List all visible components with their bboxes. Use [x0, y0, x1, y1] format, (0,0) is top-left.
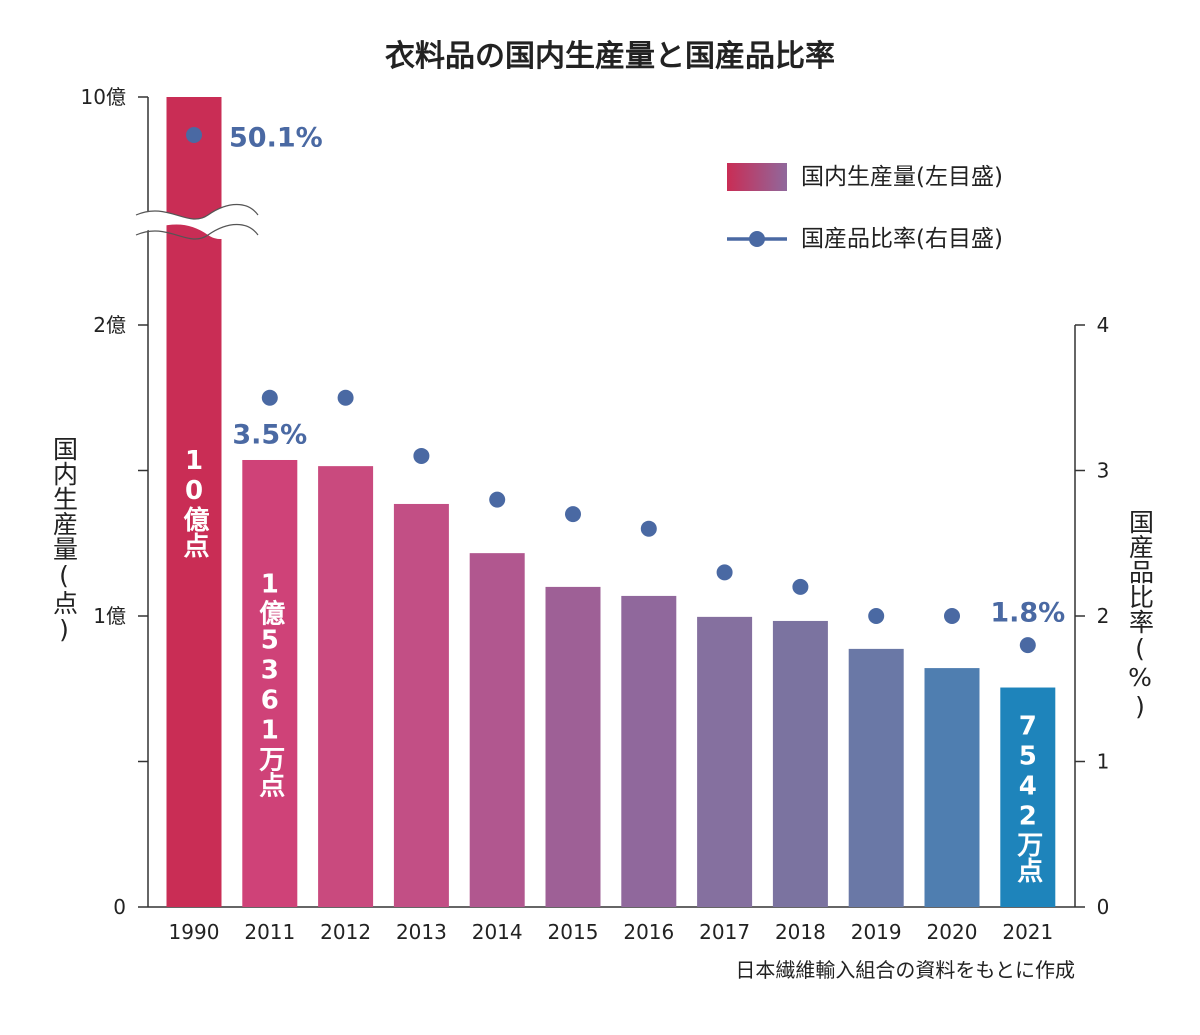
x-tick-label: 2015 [548, 920, 599, 944]
line-point [337, 389, 354, 406]
x-tick-label: 2020 [927, 920, 978, 944]
legend-label: 国産品比率(右目盛) [801, 226, 1003, 252]
line-point [186, 127, 202, 143]
bar [1000, 687, 1056, 907]
bar-value-label: 7542万点 [1013, 711, 1043, 883]
bar [469, 553, 525, 907]
bar [393, 503, 449, 907]
bar [621, 595, 677, 907]
line-point [489, 491, 506, 508]
x-tick-label: 2016 [623, 920, 674, 944]
bar [242, 459, 298, 907]
line-value-label: 50.1% [229, 123, 323, 154]
bar [848, 648, 904, 907]
y-tick-label: 10億 [81, 85, 126, 109]
line-point [565, 506, 581, 523]
chart-title: 衣料品の国内生産量と国産品比率 [385, 39, 835, 74]
y-tick-label: 1億 [93, 604, 126, 628]
y-axis-label: 国内生産量(点) [50, 436, 79, 644]
bar [697, 616, 753, 907]
line-point [640, 520, 657, 537]
line-value-label: 3.5% [232, 419, 307, 450]
y-tick-label: 0 [113, 895, 126, 919]
y-tick-label: 2億 [93, 313, 126, 337]
bar [545, 586, 601, 907]
line-point [1019, 637, 1036, 654]
bar [318, 466, 374, 907]
y2-tick-label: 3 [1097, 459, 1110, 483]
y2-tick-label: 4 [1097, 313, 1110, 337]
line-point [261, 389, 278, 406]
x-tick-label: 2014 [472, 920, 523, 944]
bar-value-label: 10億点 [179, 446, 209, 558]
x-tick-label: 1990 [169, 920, 220, 944]
source-note: 日本繊維輸入組合の資料をもとに作成 [735, 958, 1075, 982]
x-tick-label: 2017 [699, 920, 750, 944]
y2-tick-label: 2 [1097, 604, 1110, 628]
x-tick-label: 2013 [396, 920, 447, 944]
line-value-label: 1.8% [990, 598, 1065, 629]
bar [924, 668, 980, 907]
axis-break-edge [135, 223, 259, 240]
legend-swatch [727, 163, 787, 191]
y2-axis-label: 国産品比率(%) [1126, 509, 1155, 721]
x-tick-label: 2019 [851, 920, 902, 944]
line-point [792, 578, 809, 595]
x-tick-label: 2012 [320, 920, 371, 944]
line-point [716, 564, 733, 581]
bar [772, 620, 828, 907]
axis-break-edge [135, 203, 259, 220]
y2-tick-label: 0 [1097, 895, 1110, 919]
legend-label: 国内生産量(左目盛) [801, 164, 1003, 190]
axis-break [136, 204, 258, 240]
line-point [868, 608, 885, 624]
line-point [413, 447, 430, 464]
x-tick-label: 2011 [244, 920, 295, 944]
bar-value-label: 1億5361万点 [255, 569, 285, 797]
y2-tick-label: 1 [1097, 750, 1110, 774]
legend-marker [749, 231, 765, 247]
x-tick-label: 2021 [1002, 920, 1053, 944]
x-tick-label: 2018 [775, 920, 826, 944]
line-point [944, 608, 960, 624]
